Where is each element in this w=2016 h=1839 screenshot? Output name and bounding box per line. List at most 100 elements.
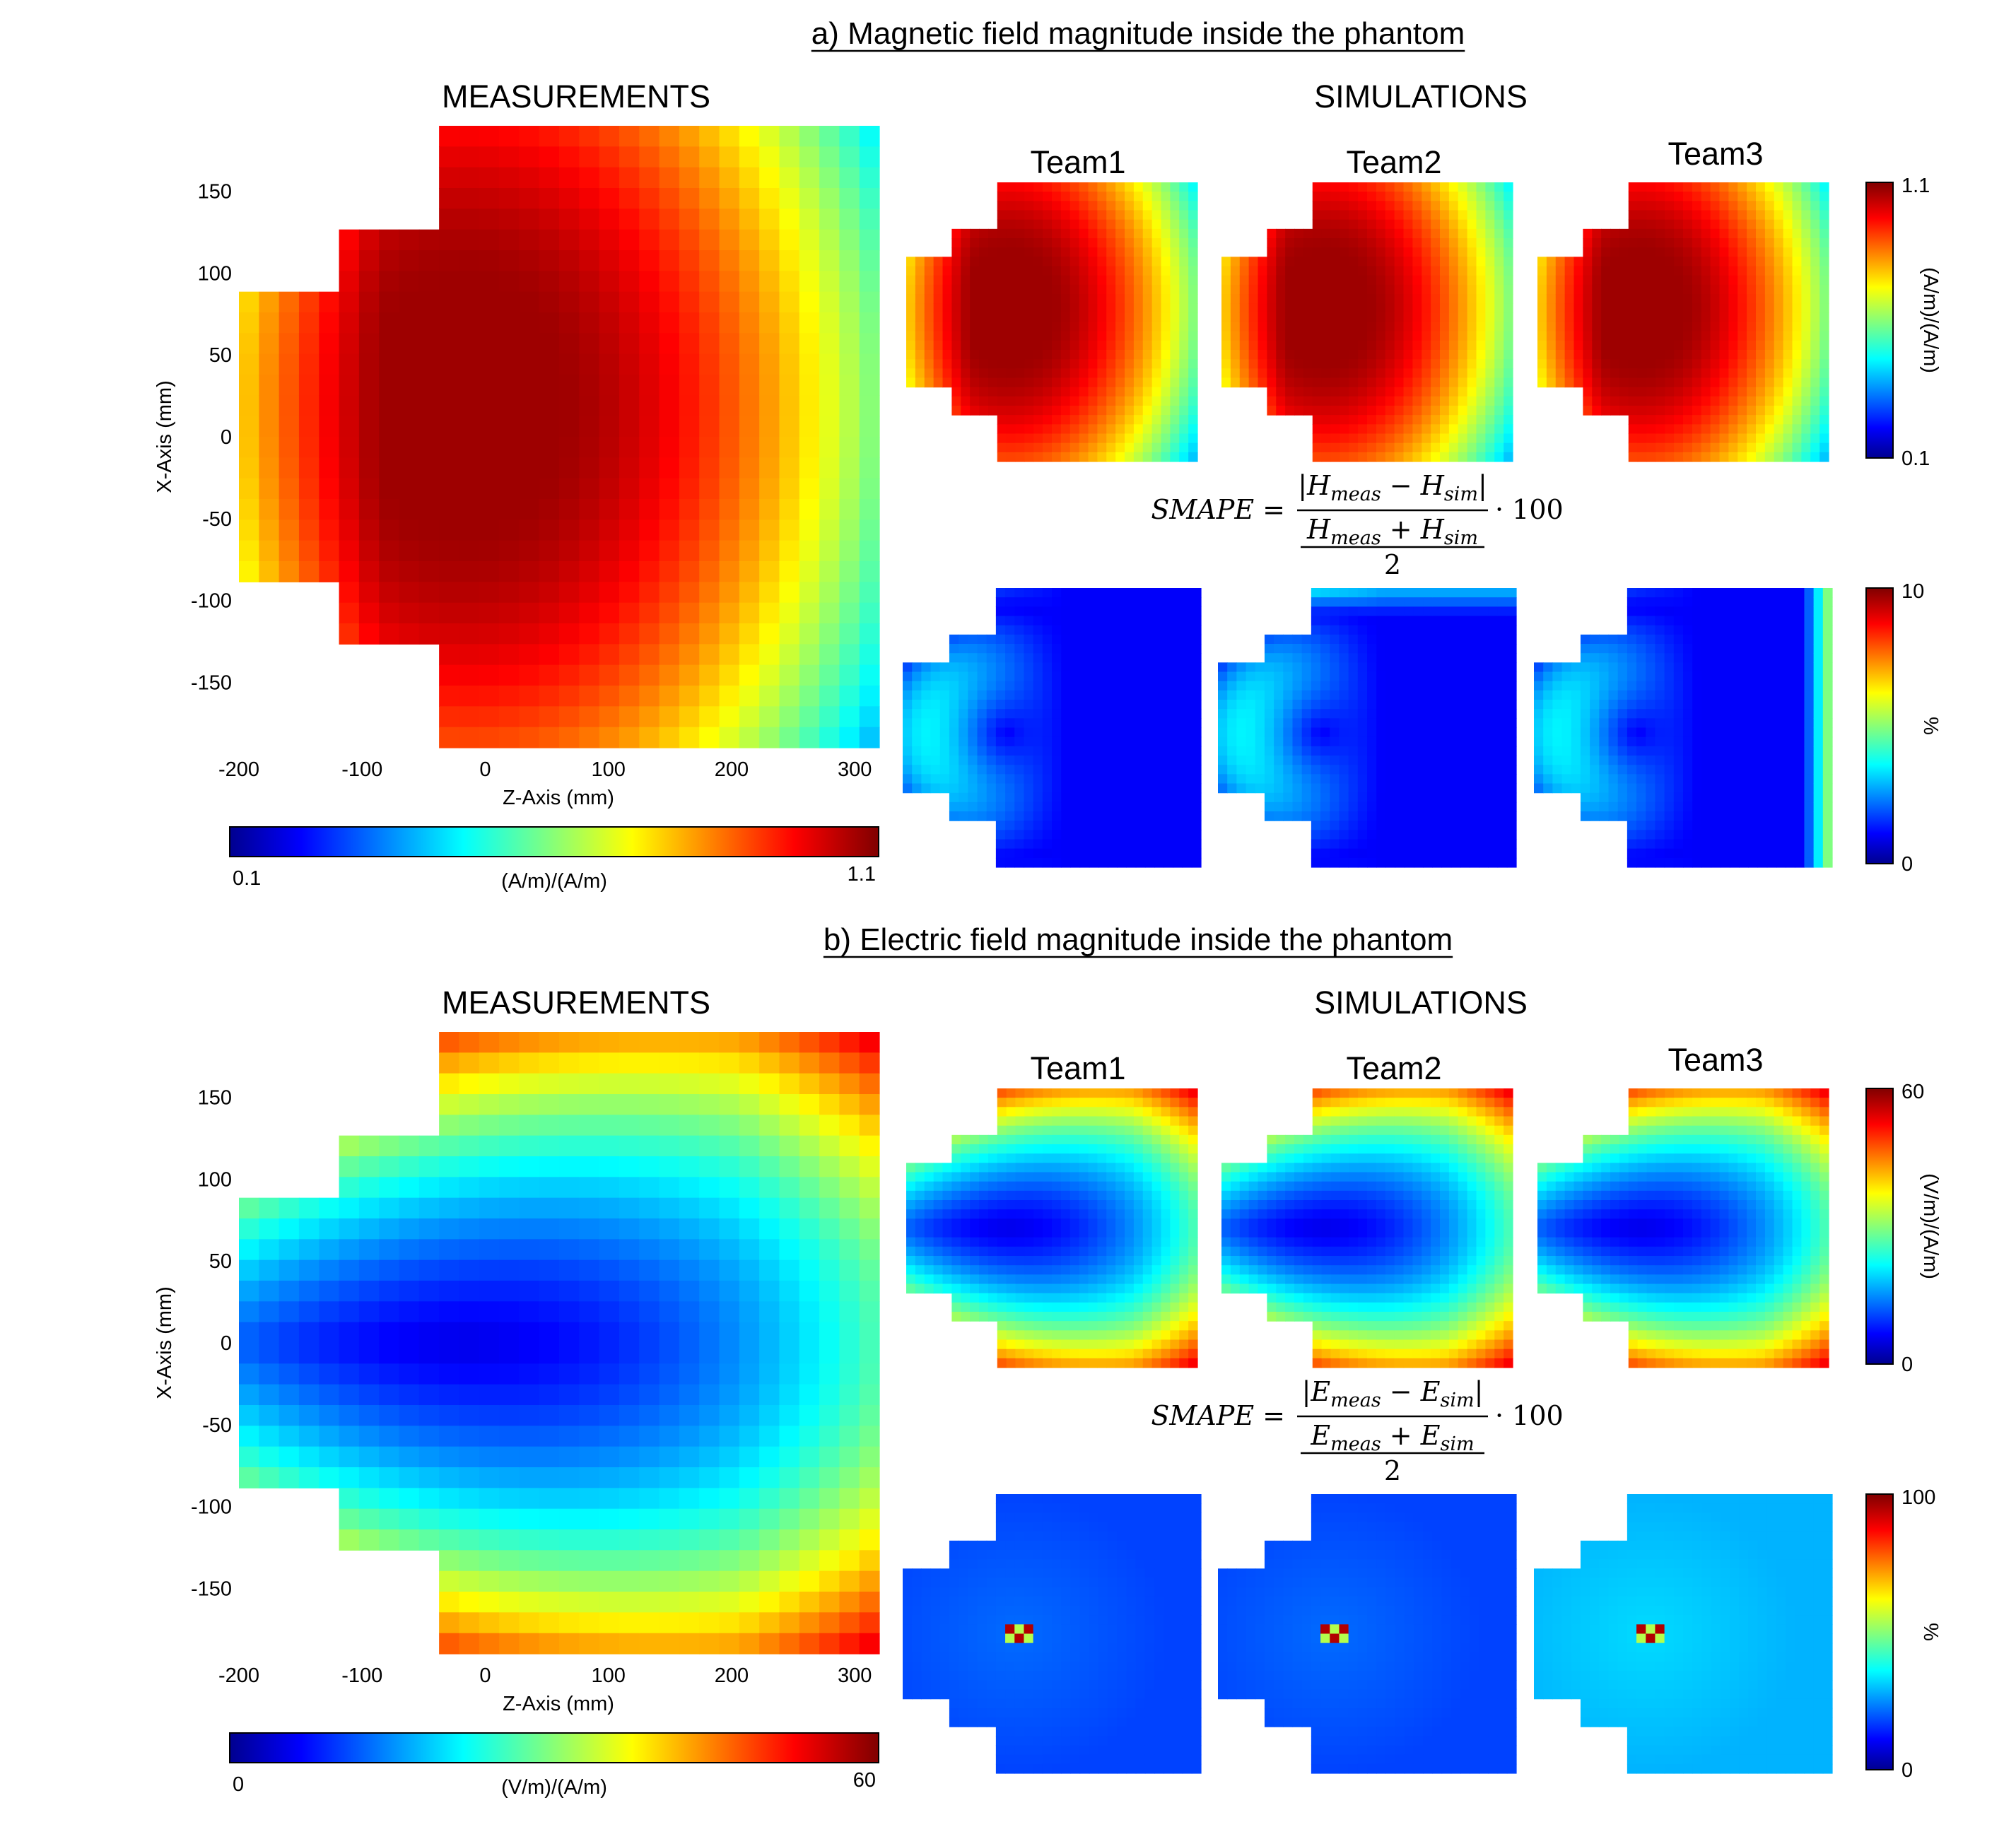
heatmap-cell <box>1506 830 1517 840</box>
heatmap-cell <box>1385 588 1396 598</box>
heatmap-cell <box>479 540 500 562</box>
heatmap-cell <box>719 706 740 728</box>
heatmap-cell <box>1441 709 1452 719</box>
heatmap-cell <box>1294 247 1304 257</box>
heatmap-cell <box>1774 303 1784 313</box>
heatmap-cell <box>1810 266 1820 276</box>
heatmap-cell <box>1191 644 1202 654</box>
heatmap-cell <box>239 353 259 375</box>
heatmap-cell <box>699 291 720 313</box>
heatmap-cell <box>949 736 959 747</box>
heatmap-cell <box>859 416 880 437</box>
heatmap-cell <box>1494 201 1504 211</box>
heatmap-cell <box>379 291 400 313</box>
heatmap-cell <box>1179 433 1189 444</box>
heatmap-cell <box>1115 340 1125 351</box>
heatmap-cell <box>1079 182 1089 192</box>
heatmap-cell <box>942 331 952 341</box>
heatmap-cell <box>1801 238 1811 248</box>
heatmap-cell <box>1441 616 1452 626</box>
heatmap-cell <box>1144 709 1155 719</box>
heatmap-cell <box>1024 792 1034 803</box>
heatmap-cell <box>619 540 640 562</box>
heatmap-cell <box>1024 681 1034 691</box>
heatmap-cell <box>1764 192 1775 201</box>
heatmap-cell <box>1320 857 1330 868</box>
heatmap-cell <box>921 746 932 756</box>
heatmap-cell <box>1188 210 1198 221</box>
heatmap-cell <box>961 238 971 248</box>
heatmap-cell <box>1043 219 1053 230</box>
heatmap-cell <box>1756 331 1766 341</box>
heatmap-cell <box>1774 284 1784 295</box>
heatmap-cell <box>1349 284 1359 295</box>
heatmap-cell <box>839 499 860 520</box>
panel-a-x-tick-label: -100 <box>341 758 382 781</box>
heatmap-cell <box>1404 857 1414 868</box>
heatmap-cell <box>1432 634 1443 645</box>
heatmap-cell <box>1774 350 1784 360</box>
heatmap-cell <box>1470 756 1479 765</box>
heatmap-cell <box>1106 247 1116 257</box>
heatmap-cell <box>1683 303 1693 313</box>
heatmap-cell <box>1144 821 1155 830</box>
heatmap-cell <box>1264 746 1274 756</box>
heatmap-cell <box>933 377 944 388</box>
heatmap-cell <box>1339 718 1349 729</box>
heatmap-cell <box>1060 228 1071 239</box>
heatmap-cell <box>1311 839 1321 850</box>
heatmap-cell <box>559 312 580 334</box>
heatmap-cell <box>1079 331 1089 341</box>
heatmap-cell <box>1115 228 1125 239</box>
heatmap-cell <box>988 387 998 397</box>
heatmap-cell <box>1312 396 1323 406</box>
heatmap-cell <box>1385 857 1396 868</box>
heatmap-cell <box>1358 312 1368 323</box>
heatmap-cell <box>499 167 520 189</box>
heatmap-cell <box>1665 406 1675 416</box>
heatmap-cell <box>1412 247 1422 257</box>
heatmap-cell <box>699 208 720 230</box>
heatmap-cell <box>759 540 780 562</box>
heatmap-cell <box>1126 681 1137 691</box>
heatmap-cell <box>1451 606 1461 617</box>
heatmap-cell <box>1246 774 1256 785</box>
heatmap-cell <box>1115 284 1125 295</box>
heatmap-cell <box>1006 201 1016 211</box>
heatmap-cell <box>1674 452 1684 462</box>
heatmap-cell <box>1637 350 1648 360</box>
heatmap-cell <box>1394 442 1405 453</box>
heatmap-cell <box>1043 303 1053 313</box>
heatmap-cell <box>1173 671 1183 682</box>
heatmap-cell <box>1412 182 1422 192</box>
heatmap-cell <box>799 540 820 562</box>
heatmap-cell <box>1458 387 1468 397</box>
heatmap-cell <box>1117 821 1127 830</box>
heatmap-cell <box>1441 736 1452 747</box>
heatmap-cell <box>977 765 988 775</box>
heatmap-cell <box>1655 182 1665 192</box>
heatmap-cell <box>1783 247 1793 257</box>
heatmap-cell <box>906 368 916 379</box>
heatmap-cell <box>1052 377 1062 388</box>
heatmap-cell <box>1573 284 1583 295</box>
heatmap-cell <box>619 706 640 728</box>
heatmap-cell <box>379 561 400 582</box>
heatmap-cell <box>319 375 340 396</box>
heatmap-cell <box>1413 736 1424 747</box>
heatmap-cell <box>298 519 320 541</box>
heatmap-cell <box>1115 442 1125 453</box>
heatmap-cell <box>819 478 840 500</box>
heatmap-cell <box>1014 597 1025 607</box>
heatmap-cell <box>1774 210 1784 221</box>
heatmap-cell <box>1403 257 1413 267</box>
heatmap-cell <box>298 353 320 375</box>
heatmap-cell <box>924 377 934 388</box>
heatmap-cell <box>977 653 988 663</box>
heatmap-cell <box>1135 821 1146 830</box>
heatmap-cell <box>1179 238 1189 248</box>
heatmap-cell <box>1646 322 1656 332</box>
heatmap-cell <box>1792 182 1802 192</box>
heatmap-cell <box>839 664 860 686</box>
heatmap-cell <box>1376 597 1386 607</box>
